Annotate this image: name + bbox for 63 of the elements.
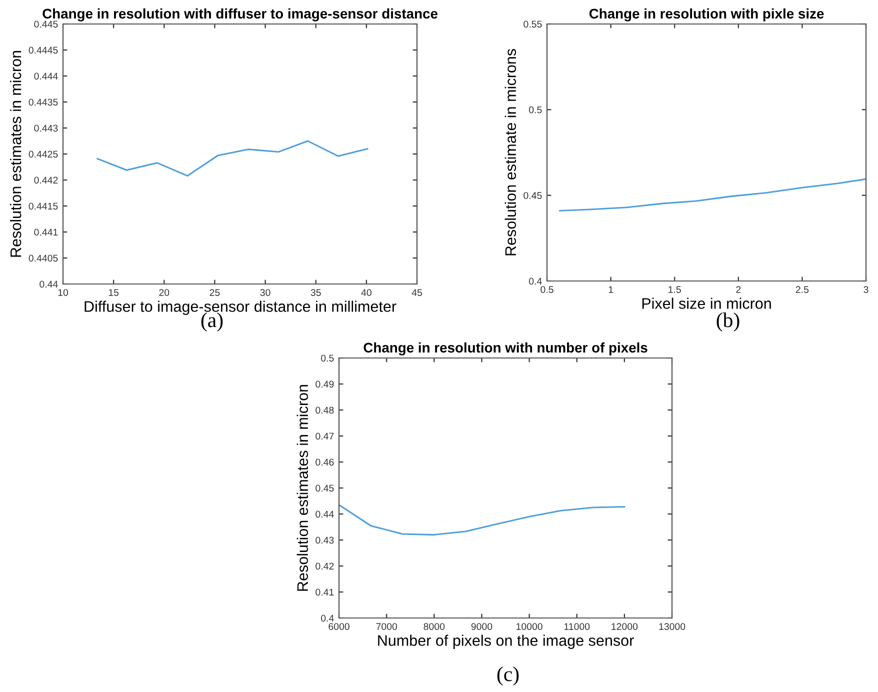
x-tick-label: 7000	[376, 623, 398, 630]
text: (c)	[497, 666, 519, 686]
chart-title: Change in resolution with number of pixels	[364, 342, 648, 356]
x-tick-label: 9000	[471, 623, 492, 630]
line-series	[96, 140, 368, 177]
x-tick-label: 40	[361, 289, 372, 296]
x-axis-title: Diffuser to image-sensor distance in millimeter	[84, 300, 396, 315]
chart-title: Change in resolution with pixle size	[589, 8, 824, 22]
x-tick-label: 0.5	[540, 286, 554, 293]
x-tick-label: 8000	[424, 623, 445, 630]
y-tick-label: 0.49	[316, 380, 334, 388]
y-tick-label: 0.55	[524, 20, 542, 28]
x-tick-label: 15	[108, 289, 119, 296]
y-tick-label: 0.443	[34, 124, 58, 132]
text: (a)	[201, 312, 223, 332]
x-tick-label: 35	[310, 289, 321, 296]
y-tick-label: 0.444	[34, 72, 58, 80]
line-series	[339, 504, 626, 536]
x-tick-label: 10	[58, 289, 68, 296]
y-tick-label: 0.4	[321, 614, 334, 622]
x-tick-label: 12000	[612, 623, 638, 630]
y-tick-label: 0.43	[316, 536, 334, 544]
x-tick-label: 10000	[516, 623, 542, 630]
x-tick-label: 1	[608, 286, 614, 293]
y-tick-label: 0.441	[34, 228, 58, 236]
y-tick-label: 0.5	[321, 354, 334, 362]
y-tick-label: 0.4405	[28, 254, 58, 262]
y-tick-label: 0.44	[40, 280, 58, 288]
y-tick-label: 0.44	[316, 510, 334, 518]
x-tick-label: 2.5	[796, 286, 809, 293]
y-tick-label: 0.46	[316, 458, 334, 466]
x-tick-label: 25	[210, 289, 220, 296]
y-tick-label: 0.45	[524, 192, 542, 199]
y-tick-label: 0.5	[529, 106, 542, 114]
y-tick-label: 0.4415	[28, 202, 58, 210]
y-tick-label: 0.47	[316, 432, 334, 440]
y-axis-title: Resolution estimate in microns	[504, 49, 516, 256]
y-tick-label: 0.4435	[28, 98, 58, 106]
x-tick-label: 6000	[328, 623, 350, 630]
y-tick-label: 0.4425	[28, 150, 58, 158]
y-tick-label: 0.442	[34, 176, 58, 184]
x-tick-label: 30	[260, 289, 270, 296]
y-axis-title: Resolution estimates in micron	[10, 50, 22, 257]
chart-title: Change in resolution with diffuser to image-sensor distance	[42, 8, 438, 22]
x-tick-label: 2	[736, 286, 741, 293]
y-tick-label: 0.4445	[28, 46, 58, 54]
x-axis-title: Pixel size in micron	[642, 298, 771, 309]
y-tick-label: 0.42	[316, 562, 334, 570]
y-axis-title: Resolution estimates in micron	[296, 384, 308, 591]
x-tick-label: 3	[864, 286, 868, 293]
y-tick-label: 0.48	[316, 406, 334, 414]
x-tick-label: 1.5	[668, 286, 681, 293]
y-tick-label: 0.45	[316, 484, 334, 492]
x-tick-label: 45	[412, 289, 422, 296]
x-tick-label: 11000	[564, 623, 590, 630]
text: (b)	[716, 312, 740, 332]
x-tick-label: 13000	[659, 623, 686, 630]
y-tick-label: 0.41	[316, 588, 334, 596]
y-tick-label: 0.4	[529, 278, 542, 285]
x-axis-title: Number of pixels on the image sensor	[378, 634, 634, 649]
line-series	[558, 178, 866, 212]
x-tick-label: 20	[159, 289, 170, 296]
y-tick-label: 0.445	[34, 20, 58, 28]
